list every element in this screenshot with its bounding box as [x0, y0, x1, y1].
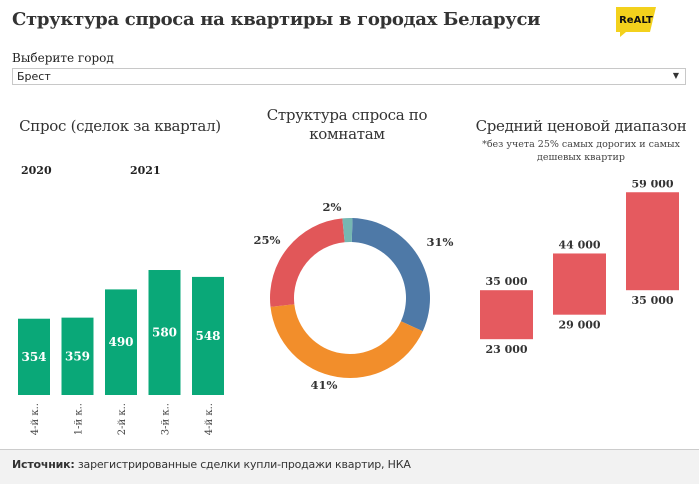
demand-bar-value-label: 359	[65, 349, 90, 363]
chevron-down-icon[interactable]: ▼	[672, 71, 679, 80]
price-high-label: 35 000	[485, 275, 527, 288]
rooms-donut-chart: 31% 41% 25% 2%	[254, 200, 454, 392]
demand-bar-value-label: 490	[108, 335, 133, 349]
donut-slice-label: 31%	[427, 235, 454, 249]
price-low-label: 35 000	[631, 294, 673, 307]
year-label-2021: 2021	[130, 164, 161, 177]
footer-divider	[0, 449, 699, 450]
demand-quarter-label: 4-й к..	[30, 403, 41, 435]
demand-quarter-label: 4-й к..	[204, 403, 215, 435]
price-range-chart: 35 000 23 000 44 000 29 000 59 000 35 000	[480, 180, 679, 356]
rooms-chart-title: Структура спроса по комнатам	[240, 106, 454, 144]
price-chart-note: *без учета 25% самых дорогих и самых деш…	[470, 138, 692, 164]
demand-chart-title: Спрос (сделок за квартал)	[19, 117, 221, 135]
demand-bar[interactable]	[192, 276, 224, 395]
demand-bar[interactable]	[18, 318, 50, 395]
demand-quarter-label: 1-й к..	[74, 403, 85, 435]
demand-bar-value-label: 548	[195, 329, 220, 343]
demand-bar[interactable]	[148, 270, 181, 395]
city-select[interactable]: Брест ▼	[12, 68, 686, 85]
donut-slice-label: 2%	[323, 200, 342, 214]
realt-logo[interactable]: ReALT	[614, 4, 658, 38]
price-range-box[interactable]	[626, 192, 679, 291]
demand-quarter-label: 3-й к..	[161, 403, 172, 435]
price-high-label: 44 000	[558, 238, 600, 251]
demand-bar[interactable]	[105, 289, 137, 395]
price-range-box[interactable]	[480, 290, 533, 340]
demand-bar-value-label: 354	[21, 350, 46, 364]
source-label: Источник:	[12, 458, 75, 471]
rooms-chart-title-line-1: Структура спроса по	[266, 106, 428, 124]
donut-slice[interactable]	[270, 218, 345, 307]
price-chart-note-line-1: *без учета 25% самых дорогих и самых	[482, 139, 680, 150]
rooms-chart-title-line-2: комнатам	[309, 125, 385, 143]
price-low-label: 23 000	[485, 343, 527, 356]
price-low-label: 29 000	[558, 319, 600, 332]
price-range-box[interactable]	[553, 253, 606, 315]
donut-slice[interactable]	[351, 218, 430, 332]
city-select-value: Брест	[17, 70, 51, 83]
filter-label: Выберите город	[12, 51, 114, 65]
logo-text: ReALT	[619, 15, 653, 26]
demand-bar-value-label: 580	[152, 326, 177, 340]
donut-slice-label: 25%	[254, 233, 281, 247]
demand-bar[interactable]	[61, 317, 94, 395]
donut-slice-label: 41%	[311, 378, 338, 392]
price-chart-title: Средний ценовой диапазон	[475, 117, 687, 135]
demand-quarter-label: 2-й к..	[117, 403, 128, 435]
donut-slice[interactable]	[342, 218, 353, 243]
year-label-2020: 2020	[21, 164, 52, 177]
donut-slice[interactable]	[270, 304, 423, 378]
source-text: зарегистрированные сделки купли-продажи …	[74, 458, 411, 471]
demand-bar-chart: 354 4-й к.. 359 1-й к.. 490 2-й к.. 580 3-й к..…	[18, 270, 224, 435]
price-chart-note-line-2: дешевых квартир	[537, 152, 625, 163]
price-high-label: 59 000	[631, 180, 673, 190]
page-title: Структура спроса на квартиры в городах Б…	[12, 9, 541, 30]
footer	[0, 450, 699, 484]
source-note: Источник: зарегистрированные сделки купл…	[12, 458, 411, 471]
